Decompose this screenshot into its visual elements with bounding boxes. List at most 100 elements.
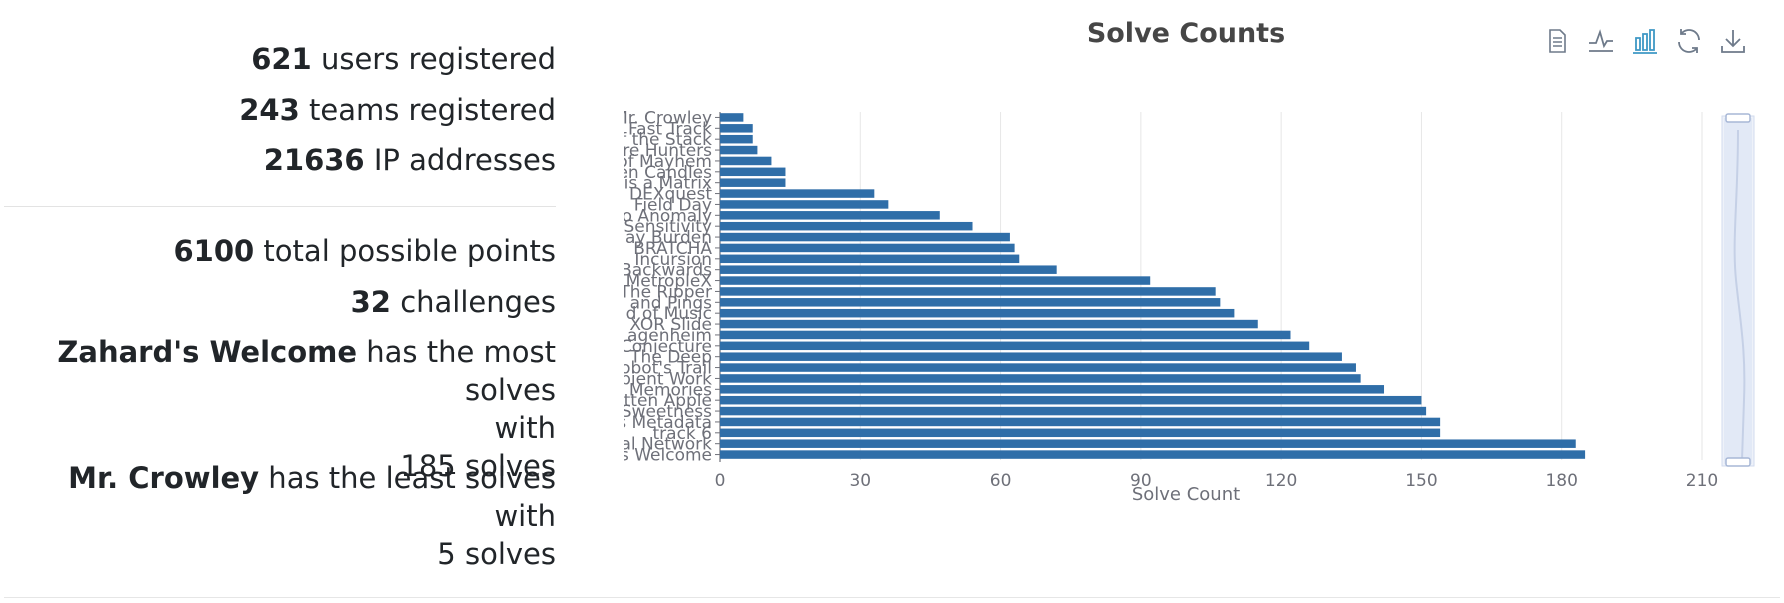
zoom-preview-line xyxy=(1733,129,1746,461)
x-tick-label: 150 xyxy=(1405,471,1437,491)
bar xyxy=(720,374,1361,383)
bar xyxy=(720,167,786,177)
download-icon[interactable] xyxy=(1718,26,1748,56)
x-tick-labels: 0 30 60 90 120 150 180 210 xyxy=(715,471,1719,491)
category-label: The Ripper xyxy=(618,282,712,302)
users-count: 621 xyxy=(251,42,312,76)
category-label: ay Burden xyxy=(625,228,712,248)
chart-toolbox xyxy=(1542,26,1748,56)
line-chart-icon[interactable] xyxy=(1586,26,1616,56)
x-tick-label: 60 xyxy=(990,471,1012,491)
zoom-handle-top[interactable] xyxy=(1725,113,1751,123)
bar xyxy=(720,439,1576,448)
category-label: are Hunters xyxy=(612,141,712,161)
category-label: d of Music xyxy=(626,304,712,324)
users-registered-stat: 621 users registered xyxy=(251,40,556,78)
bar xyxy=(720,189,875,198)
points-label: total possible points xyxy=(254,234,556,268)
data-zoom-slider[interactable] xyxy=(1721,113,1755,467)
category-label: Backwards xyxy=(620,261,712,281)
category-label: io Anomaly xyxy=(617,206,712,226)
category-label: Robot's Trail xyxy=(609,359,712,379)
category-label: Field Day xyxy=(634,195,712,215)
x-tick-label: 180 xyxy=(1545,471,1577,491)
x-axis-label: Solve Count xyxy=(1132,484,1240,505)
bar xyxy=(720,363,1356,372)
category-label: XOR Slide xyxy=(629,315,712,335)
category-label: The Deep xyxy=(629,348,712,368)
bar xyxy=(720,450,1586,459)
bar xyxy=(720,428,1441,438)
data-view-icon[interactable] xyxy=(1542,26,1572,56)
category-label: BRATCHA xyxy=(633,239,712,259)
bar xyxy=(720,287,1216,296)
bar xyxy=(720,178,786,187)
category-label: MetropleX xyxy=(626,272,713,292)
category-label: track 6 xyxy=(653,424,712,444)
bar xyxy=(720,211,940,220)
category-label: of Mayhem xyxy=(617,152,712,172)
bar xyxy=(720,124,753,133)
bar xyxy=(720,113,744,122)
x-tick-label: 90 xyxy=(1130,471,1152,491)
bar xyxy=(720,395,1422,405)
category-label: tten Apple xyxy=(624,391,712,411)
category-label: e Sensitivity xyxy=(608,217,712,237)
category-label: is a Matrix xyxy=(624,174,712,194)
category-label: Conjecture xyxy=(620,337,712,357)
most-solves-count: 185 solves xyxy=(400,449,556,483)
bar xyxy=(720,254,1020,264)
least-solves-count: 5 solves xyxy=(437,537,556,571)
category-label: agenheim xyxy=(627,326,712,346)
bottom-divider xyxy=(4,597,1780,598)
bar xyxy=(720,265,1057,274)
challenges-count: 32 xyxy=(350,285,391,319)
teams-count: 243 xyxy=(239,93,300,127)
category-label: Sweetness xyxy=(621,402,712,422)
challenges-stat: 32 challenges xyxy=(351,283,556,321)
category-label: s and Pings xyxy=(615,293,712,313)
category-label: en Candles xyxy=(617,163,712,183)
bar xyxy=(720,156,772,166)
least-solves-stat: Mr. Crowley has the least solves with 5 … xyxy=(0,459,556,573)
chart-bars xyxy=(720,113,1586,459)
bar xyxy=(720,200,889,209)
restore-icon[interactable] xyxy=(1674,26,1704,56)
ip-label: IP addresses xyxy=(364,143,556,177)
category-label: u DEXquest xyxy=(613,185,713,205)
solve-counts-chart: Solve Counts Mr. Crowley Fast Track of the… xyxy=(596,0,1784,520)
category-label: Incursion xyxy=(634,250,712,270)
bar xyxy=(720,298,1221,307)
bar xyxy=(720,341,1310,351)
bar xyxy=(720,319,1258,329)
x-tick-label: 30 xyxy=(849,471,871,491)
category-label: ial Network xyxy=(616,435,712,455)
bar xyxy=(720,330,1291,340)
category-label: of the Stack xyxy=(610,130,712,150)
x-tick-label: 120 xyxy=(1265,471,1297,491)
ip-addresses-stat: 21636 IP addresses xyxy=(264,141,556,179)
chart-title: Solve Counts xyxy=(1086,18,1286,49)
category-label: Fast Track xyxy=(628,119,712,139)
bar xyxy=(720,417,1441,427)
zoom-handle-bottom[interactable] xyxy=(1725,457,1751,467)
teams-label: teams registered xyxy=(299,93,556,127)
total-points-stat: 6100 total possible points xyxy=(174,232,557,270)
bar xyxy=(720,145,758,155)
category-label: Memories xyxy=(629,380,712,400)
teams-registered-stat: 243 teams registered xyxy=(239,91,556,129)
bar xyxy=(720,134,753,144)
bar xyxy=(720,308,1235,318)
least-solves-text: has the least solves with xyxy=(259,461,556,533)
bar xyxy=(720,276,1151,285)
most-solved-challenge: Zahard's Welcome xyxy=(57,335,358,369)
stats-divider xyxy=(4,206,556,207)
x-tick-label: 210 xyxy=(1686,471,1718,491)
bar-chart-icon[interactable] xyxy=(1630,26,1660,56)
most-solves-stat: Zahard's Welcome has the most solves wit… xyxy=(0,333,556,485)
most-solves-text: has the most solves xyxy=(357,335,556,407)
category-label: bient Work xyxy=(620,369,712,389)
category-label: Mr. Crowley xyxy=(613,108,712,128)
bar xyxy=(720,406,1427,416)
